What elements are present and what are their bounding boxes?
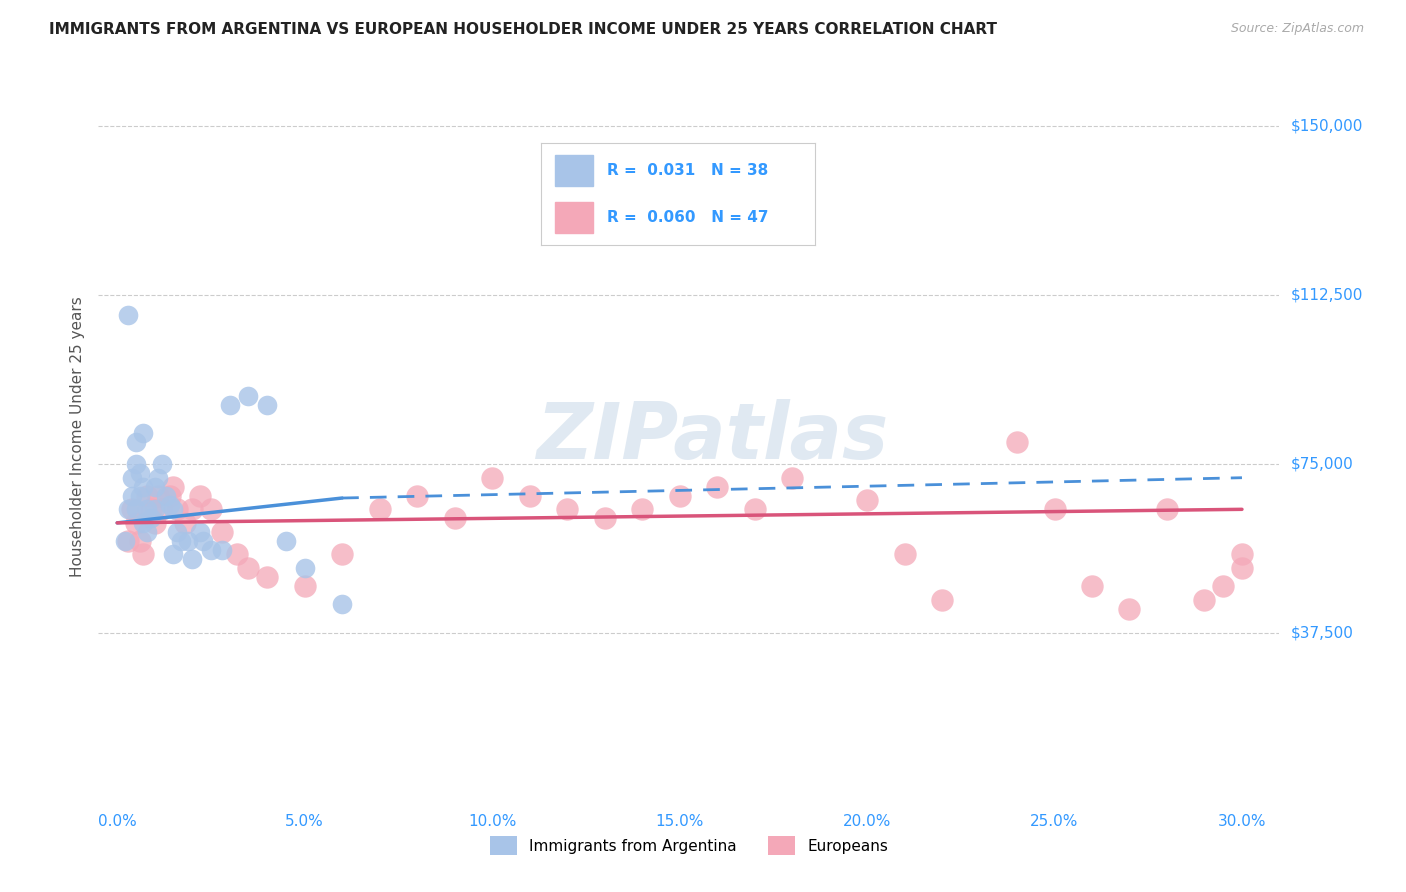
Point (166, 524, 188, 539)
Point (893, 548, 915, 562)
Text: $37,500: $37,500 (1291, 626, 1354, 641)
Point (368, 502, 391, 516)
Point (181, 552, 204, 566)
Point (155, 489, 177, 503)
Point (1081, 579, 1104, 593)
Point (117, 308, 139, 322)
Point (188, 489, 211, 503)
Point (188, 524, 211, 539)
Y-axis label: Householder Income Under 25 years: Householder Income Under 25 years (69, 297, 84, 577)
Text: $112,500: $112,500 (1291, 287, 1362, 302)
Point (211, 543, 233, 558)
Point (121, 471, 143, 485)
Point (631, 502, 654, 516)
Point (170, 533, 193, 548)
Text: R =  0.031   N = 38: R = 0.031 N = 38 (607, 163, 768, 178)
Point (132, 516, 155, 530)
Point (162, 548, 184, 562)
Bar (555, 202, 593, 233)
Point (555, 502, 578, 516)
Point (181, 502, 204, 516)
Text: R =  0.060   N = 47: R = 0.060 N = 47 (607, 211, 769, 225)
Point (780, 471, 803, 485)
Point (125, 516, 148, 530)
Point (1230, 561, 1253, 575)
Point (593, 511, 616, 525)
Point (330, 548, 353, 562)
Text: $150,000: $150,000 (1291, 118, 1362, 133)
Point (143, 516, 166, 530)
Point (200, 502, 222, 516)
Point (1194, 592, 1216, 607)
Point (132, 425, 155, 440)
Point (211, 524, 233, 539)
Point (121, 489, 143, 503)
Point (238, 389, 260, 403)
Legend: Immigrants from Argentina, Europeans: Immigrants from Argentina, Europeans (484, 830, 894, 861)
Point (193, 533, 215, 548)
Point (166, 502, 188, 516)
Point (519, 489, 541, 503)
Text: IMMIGRANTS FROM ARGENTINA VS EUROPEAN HOUSEHOLDER INCOME UNDER 25 YEARS CORRELAT: IMMIGRANTS FROM ARGENTINA VS EUROPEAN HO… (49, 22, 997, 37)
Point (931, 592, 953, 607)
Point (177, 533, 200, 548)
Point (128, 533, 150, 548)
Point (294, 579, 316, 593)
Point (274, 533, 297, 548)
Point (294, 561, 316, 575)
Point (162, 502, 184, 516)
Point (136, 489, 159, 503)
Point (159, 498, 181, 512)
Point (139, 502, 162, 516)
Text: ZIPatlas: ZIPatlas (537, 399, 889, 475)
Point (406, 489, 429, 503)
Point (1005, 434, 1028, 449)
Bar (555, 155, 593, 186)
Point (256, 570, 278, 584)
Point (443, 511, 465, 525)
Point (117, 502, 139, 516)
Point (136, 524, 159, 539)
Point (1043, 502, 1066, 516)
Point (706, 480, 728, 494)
Point (330, 597, 353, 611)
Point (1156, 502, 1178, 516)
Text: Source: ZipAtlas.com: Source: ZipAtlas.com (1230, 22, 1364, 36)
Point (856, 493, 879, 508)
Point (121, 502, 143, 516)
Point (148, 471, 170, 485)
Point (114, 533, 136, 548)
Point (150, 502, 173, 516)
Point (132, 480, 155, 494)
Text: $75,000: $75,000 (1291, 457, 1354, 472)
Point (481, 471, 503, 485)
Point (226, 548, 249, 562)
Point (668, 489, 690, 503)
Point (132, 548, 155, 562)
Point (1230, 548, 1253, 562)
Point (218, 399, 240, 413)
Point (128, 466, 150, 480)
Point (139, 511, 162, 525)
Point (143, 480, 166, 494)
Point (150, 457, 173, 471)
Point (744, 502, 766, 516)
Point (136, 502, 159, 516)
Point (125, 434, 148, 449)
Point (125, 457, 148, 471)
Point (159, 489, 181, 503)
Point (238, 561, 260, 575)
Point (1212, 579, 1234, 593)
Point (173, 516, 195, 530)
Point (125, 502, 148, 516)
Point (162, 480, 184, 494)
Point (128, 489, 150, 503)
Point (148, 489, 170, 503)
Point (1118, 601, 1140, 615)
Point (256, 399, 278, 413)
Point (200, 543, 222, 558)
Point (143, 502, 166, 516)
Point (117, 533, 139, 548)
